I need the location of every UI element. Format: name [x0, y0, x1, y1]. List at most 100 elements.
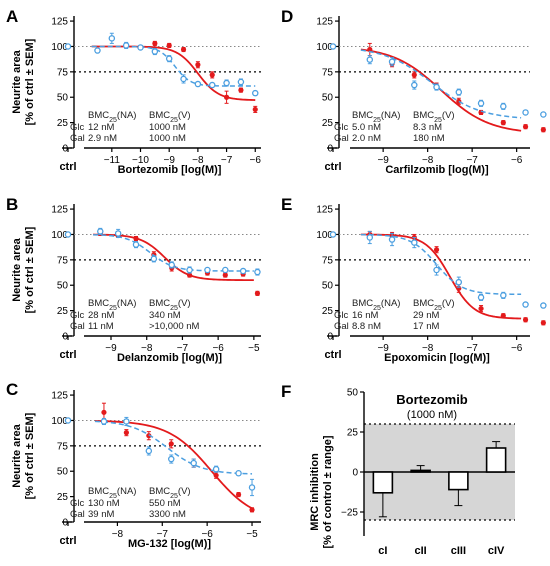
- x-tick-label: −6: [250, 155, 262, 166]
- x-tick-label: −8: [422, 155, 434, 166]
- fit-curve-Glc: [93, 233, 254, 282]
- y-tick-label: −25: [341, 508, 358, 519]
- x-axis-label: Carfilzomib [log(M)]: [385, 164, 489, 176]
- y-tick-label: 0: [352, 468, 358, 479]
- ctrl-label: ctrl: [324, 349, 341, 361]
- bmc-value-v: 8.3 nM: [413, 122, 442, 133]
- ctrl-label: ctrl: [59, 161, 76, 173]
- panel-label-D: D: [281, 7, 293, 26]
- data-point-Gal: [500, 292, 507, 299]
- panel-label-E: E: [281, 195, 292, 214]
- data-point-Glc: [235, 491, 242, 498]
- data-point-Gal: [100, 418, 108, 425]
- bmc-value-na: 11 nM: [88, 321, 114, 332]
- bmc-row-label: Gal: [70, 133, 85, 144]
- data-point-Glc: [500, 120, 506, 126]
- bmc-header-na: BMC25(NA): [88, 486, 136, 500]
- panel-E: E 0 25 50 75 100 125 −9 −8 −7 −6 ctrl Epoxomicin [lo…: [281, 195, 547, 364]
- series-Gal: [64, 227, 261, 276]
- data-point-Gal: [477, 294, 485, 301]
- data-point-Gal: [252, 89, 259, 97]
- series-Gal: [329, 230, 547, 309]
- data-point-Gal: [411, 239, 418, 246]
- data-point-Glc: [238, 87, 244, 93]
- data-point-Gal: [190, 459, 197, 467]
- ctrl-point-Gal: [329, 43, 337, 50]
- data-point-Gal: [388, 236, 396, 243]
- x-tick-label: −6: [201, 529, 213, 540]
- fit-curve-Glc: [91, 45, 256, 101]
- data-point-Gal: [151, 48, 159, 55]
- data-point-Glc: [209, 72, 215, 78]
- data-point-Gal: [237, 78, 245, 86]
- y-tick-label: 100: [51, 42, 68, 53]
- bmc-value-v: 180 nM: [413, 133, 445, 144]
- bmc-header-v: BMC25(V): [413, 298, 455, 312]
- bar-cI: [372, 471, 394, 494]
- data-point-Gal: [235, 470, 242, 477]
- x-tick-label: −9: [377, 343, 389, 354]
- y-tick-label: 25: [57, 118, 69, 129]
- x-axis-label: Bortezomib [log(M)]: [118, 164, 222, 176]
- ctrl-label: ctrl: [324, 161, 341, 173]
- data-point-Glc: [252, 106, 258, 113]
- bmc-value-na: 16 nM: [352, 310, 378, 321]
- y-tick-label: 100: [316, 230, 333, 241]
- data-point-Gal: [500, 103, 507, 110]
- y-tick-label: 0: [62, 518, 68, 529]
- panel-label-B: B: [6, 195, 18, 214]
- data-point-Gal: [540, 111, 547, 118]
- y-tick-label: 25: [57, 492, 69, 503]
- x-tick-label: cI: [378, 545, 387, 557]
- bmc-value-na: 2.0 nM: [352, 133, 381, 144]
- bmc-header-v: BMC25(V): [149, 486, 191, 500]
- data-point-Gal: [194, 80, 202, 88]
- x-axis-label: MG-132 [log(M)]: [128, 538, 211, 550]
- data-point-Glc: [433, 247, 440, 253]
- bmc-table: BMC25(NA) BMC25(V) Glc 5.0 nM 8.3 nM Gal 2.0 n…: [334, 110, 455, 144]
- data-point-Gal: [150, 255, 158, 263]
- data-point-Gal: [122, 42, 130, 49]
- data-point-Gal: [132, 241, 140, 248]
- data-point-Gal: [388, 58, 396, 65]
- y-tick-label: 100: [316, 42, 333, 53]
- ctrl-label: ctrl: [59, 535, 76, 547]
- fit-curve-Gal: [94, 420, 253, 475]
- data-point-Glc: [522, 124, 529, 130]
- bmc-row-label: Gal: [70, 509, 85, 520]
- bmc-value-na: 12 nM: [88, 122, 114, 133]
- y-tick-label: 125: [51, 17, 68, 28]
- data-point-Gal: [165, 55, 173, 62]
- x-tick-label: −11: [104, 155, 121, 166]
- bmc-value-v: 1000 nM: [149, 122, 186, 133]
- y-tick-label: 0: [327, 144, 333, 155]
- bmc-value-na: 130 nM: [88, 498, 120, 509]
- data-point-Gal: [455, 278, 463, 286]
- bmc-row-label: Glc: [334, 310, 349, 321]
- data-point-Gal: [223, 79, 230, 87]
- data-point-Glc: [222, 272, 228, 278]
- y-tick-label: 50: [57, 467, 69, 478]
- y-tick-label: 125: [51, 391, 68, 402]
- x-tick-label: −5: [246, 529, 258, 540]
- panel-label-C: C: [6, 380, 18, 399]
- y-tick-label: 75: [57, 441, 69, 452]
- y-tick-label: 75: [57, 67, 69, 78]
- data-point-Glc: [123, 430, 129, 436]
- data-point-Gal: [204, 266, 211, 274]
- x-tick-label: −8: [141, 343, 153, 354]
- bmc-value-v: >10,000 nM: [149, 321, 200, 332]
- data-point-Glc: [186, 272, 193, 278]
- y-tick-label: 50: [322, 93, 334, 104]
- ctrl-point-Gal: [329, 231, 337, 238]
- data-point-Gal: [248, 484, 256, 491]
- data-point-Gal: [108, 35, 116, 42]
- data-point-Gal: [254, 268, 261, 276]
- y-tick-label: 50: [347, 388, 359, 399]
- fit-curve-Gal: [91, 45, 256, 87]
- y-tick-label: 0: [62, 144, 68, 155]
- bmc-value-v: 550 nM: [149, 498, 181, 509]
- data-point-Gal: [433, 83, 440, 91]
- data-point-Gal: [123, 418, 130, 425]
